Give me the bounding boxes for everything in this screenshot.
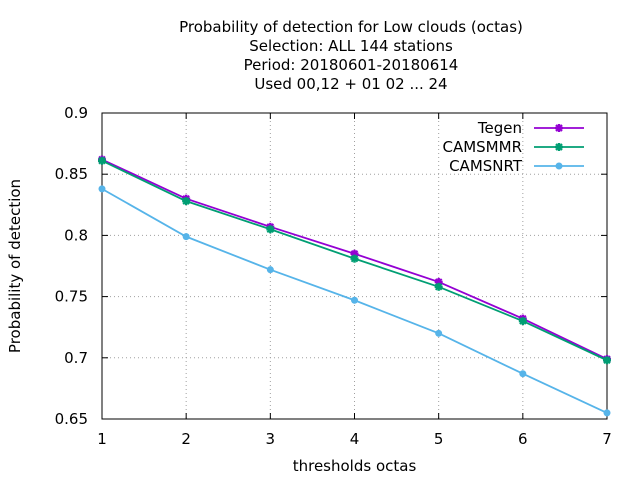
y-tick-label: 0.65	[55, 410, 88, 428]
y-tick-label: 0.8	[64, 226, 88, 244]
y-axis-title: Probability of detection	[6, 179, 24, 353]
legend-label: CAMSNRT	[449, 157, 523, 175]
data-point	[350, 254, 359, 263]
title-line: Used 00,12 + 01 02 ... 24	[254, 75, 447, 93]
data-point	[519, 370, 527, 378]
title-line: Period: 20180601-20180614	[244, 56, 459, 74]
grid	[102, 113, 607, 419]
y-tick-label: 0.9	[64, 104, 88, 122]
x-tick-label: 1	[97, 430, 107, 448]
data-point	[603, 356, 611, 365]
legend-swatch-marker	[555, 124, 563, 132]
x-tick-label: 5	[434, 430, 444, 448]
data-point	[182, 197, 191, 206]
x-tick-label: 3	[266, 430, 276, 448]
axis-ticks: 1 2 3 4 5 6 7 0.65 0.7 0.75 0.8 0.85 0.9	[55, 104, 612, 448]
data-point	[434, 282, 443, 291]
data-point	[351, 296, 358, 304]
series-camsnrt	[98, 185, 611, 417]
x-tick-label: 7	[602, 430, 612, 448]
y-tick-label: 0.85	[55, 165, 88, 183]
data-point	[182, 233, 190, 241]
legend-label: Tegen	[477, 119, 522, 137]
legend-label: CAMSMMR	[442, 138, 522, 156]
x-axis-title: thresholds octas	[293, 457, 417, 475]
data-point	[266, 225, 275, 234]
data-point	[98, 156, 106, 165]
x-tick-label: 6	[518, 430, 528, 448]
x-tick-label: 4	[350, 430, 360, 448]
y-tick-label: 0.75	[55, 288, 88, 306]
data-point	[518, 317, 527, 326]
legend-swatch-marker	[555, 162, 563, 170]
data-point	[435, 329, 443, 337]
data-point	[98, 185, 106, 193]
y-tick-label: 0.7	[64, 349, 88, 367]
data-point	[603, 409, 611, 417]
title-line: Selection: ALL 144 stations	[249, 37, 453, 55]
title-line: Probability of detection for Low clouds …	[179, 18, 523, 36]
series-camsmmr	[98, 156, 611, 365]
x-tick-label: 2	[181, 430, 191, 448]
legend-swatch-marker	[555, 143, 563, 151]
data-point	[266, 266, 274, 274]
series	[98, 155, 611, 417]
chart-title: Probability of detection for Low clouds …	[179, 18, 523, 93]
